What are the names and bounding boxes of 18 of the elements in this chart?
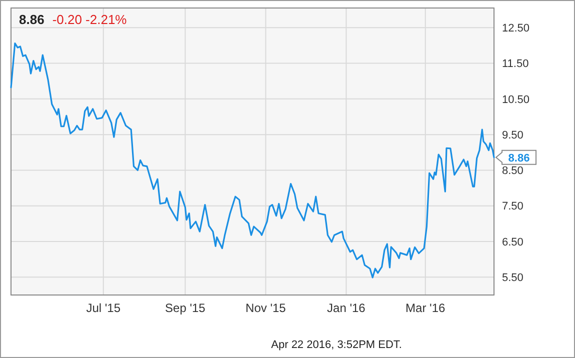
y-tick-label: 12.50 [502,22,530,34]
y-tick-label: 7.50 [502,200,524,213]
y-tick-label: 8.50 [502,165,524,178]
y-tick-label: 11.50 [502,58,529,70]
x-tick-label: Nov '15 [246,301,286,315]
x-tick-label: Mar '16 [406,301,446,315]
x-tick-label: Sep '15 [165,301,206,315]
y-tick-label: 9.50 [502,129,524,142]
chart-subtitle: -0.20 -2.21% [52,12,128,27]
line-series [10,42,495,278]
y-tick-label: 6.50 [502,236,524,248]
text: Apr 22 2016, 3:52PM EDT. [271,339,402,351]
y-tick-label: 5.50 [502,272,524,284]
x-tick-label: Jul '15 [86,301,121,315]
y-tick-label: 10.50 [502,94,530,106]
annotation: 8.86 [508,152,530,164]
chart-title: 8.86 [19,12,44,27]
x-tick-label: Jan '16 [327,301,366,315]
